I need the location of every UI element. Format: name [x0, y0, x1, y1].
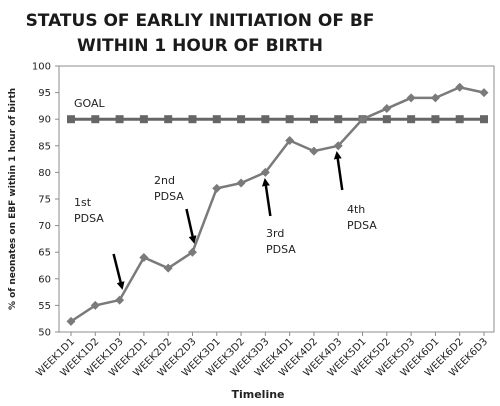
x-axis-title: Timeline: [231, 388, 284, 401]
ebf-point: [285, 135, 295, 145]
goal-point: [309, 115, 318, 124]
ebf-point: [479, 88, 489, 98]
ebf-point: [187, 247, 197, 257]
ebf-point: [358, 114, 368, 124]
y-tick-label: 55: [38, 301, 51, 312]
pdsa-annotation-label: PDSA: [266, 243, 296, 256]
ebf-point: [260, 167, 270, 177]
goal-point: [237, 115, 246, 124]
chart-title-line-1: STATUS OF EARLIY INITIATION OF BF: [26, 11, 375, 31]
goal-point: [285, 115, 294, 124]
goal-point: [334, 115, 343, 124]
y-tick-label: 95: [38, 88, 51, 99]
ebf-point: [90, 300, 100, 310]
y-tick-label: 60: [38, 274, 51, 285]
pdsa-arrow: [261, 178, 272, 217]
y-tick-label: 65: [38, 248, 51, 259]
goal-point: [261, 115, 270, 124]
pdsa-annotation-ordinal: 2nd: [154, 174, 175, 187]
goal-point: [212, 115, 221, 124]
y-tick-label: 70: [38, 221, 51, 232]
chart-title-line-2: WITHIN 1 HOUR OF BIRTH: [77, 36, 323, 56]
pdsa-annotation-label: PDSA: [347, 219, 377, 232]
ebf-point: [382, 104, 392, 114]
goal-point: [164, 115, 173, 124]
series-layer: [66, 82, 489, 326]
annotation-layer: 1st PDSA 2nd PDSA 3rd PDSA 4th PDSA: [74, 151, 377, 290]
ebf-point: [212, 183, 222, 193]
y-tick-label: 75: [38, 195, 51, 206]
goal-point: [382, 115, 391, 124]
goal-point: [67, 115, 75, 124]
pdsa-arrow: [333, 151, 344, 191]
ebf-point: [66, 316, 76, 326]
ebf-point: [406, 93, 416, 103]
goal-point: [480, 115, 488, 124]
pdsa-annotation-ordinal: 4th: [347, 203, 365, 216]
pdsa-annotation-ordinal: 1st: [74, 196, 92, 209]
pdsa-annotation-label: PDSA: [154, 190, 184, 203]
y-tick-label: 80: [38, 168, 51, 179]
goal-point: [188, 115, 197, 124]
ebf-point: [115, 295, 125, 305]
y-axis-ticks: 50 55 60 65 70 75 80 85 90 95 100: [32, 62, 59, 339]
y-tick-label: 100: [32, 62, 51, 73]
goal-point: [139, 115, 148, 124]
goal-label: GOAL: [74, 97, 106, 110]
y-tick-label: 90: [38, 115, 51, 126]
goal-point: [431, 115, 440, 124]
goal-point: [407, 115, 416, 124]
y-tick-label: 50: [38, 328, 51, 339]
goal-point: [91, 115, 100, 124]
pdsa-arrow: [185, 208, 197, 244]
y-tick-label: 85: [38, 141, 51, 152]
goal-point: [115, 115, 124, 124]
ebf-point: [455, 82, 465, 92]
ebf-series-line: [70, 85, 485, 323]
x-axis-ticks: WEEK1D1WEEK1D2WEEK1D3WEEK2D1WEEK2D2WEEK2…: [34, 332, 490, 379]
y-axis-title: % of neonates on EBF within 1 hour of bi…: [8, 88, 18, 310]
ebf-point: [309, 146, 319, 156]
pdsa-annotation-label: PDSA: [74, 212, 104, 225]
pdsa-annotation-ordinal: 3rd: [266, 227, 284, 240]
goal-point: [455, 115, 464, 124]
ebf-point: [430, 93, 440, 103]
ebf-point: [163, 263, 173, 273]
ebf-point: [333, 141, 343, 151]
ebf-point: [236, 178, 246, 188]
ebf-point: [139, 253, 149, 263]
pdsa-arrow: [112, 253, 125, 290]
